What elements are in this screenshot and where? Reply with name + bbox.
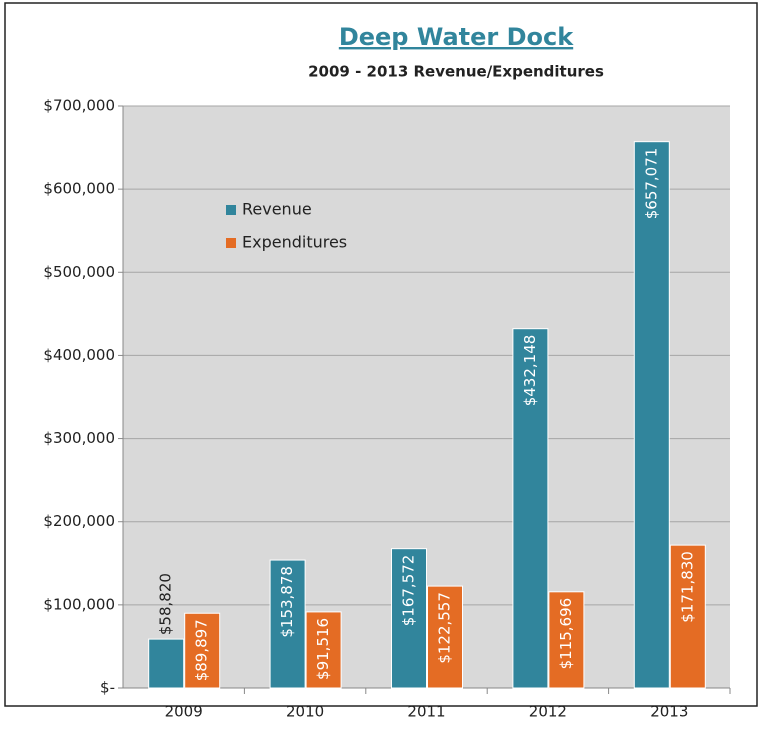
y-tick-label: $600,000: [43, 180, 115, 198]
bar: [512, 328, 549, 689]
data-label: $167,572: [400, 555, 418, 627]
data-label: $122,557: [436, 592, 454, 664]
y-tick-label: $400,000: [43, 346, 115, 364]
bar: [427, 585, 463, 689]
data-label: $89,897: [193, 619, 211, 681]
y-tick-label: $100,000: [43, 595, 115, 613]
x-tick-label: 2013: [650, 703, 688, 721]
bar: [305, 611, 342, 689]
bar: [269, 559, 306, 689]
data-label: $91,516: [314, 618, 332, 680]
y-tick-label: $700,000: [43, 97, 115, 115]
legend-swatch: [226, 238, 236, 248]
y-tick-label: $200,000: [43, 512, 115, 530]
bar: [669, 544, 706, 689]
data-label: $657,071: [642, 148, 660, 220]
data-label: $432,148: [521, 335, 539, 407]
x-tick-label: 2011: [407, 703, 445, 721]
bar: [548, 591, 585, 689]
bar: [391, 548, 427, 689]
y-tick-label: $500,000: [43, 263, 115, 281]
x-tick-label: 2012: [529, 703, 567, 721]
chart-title: Deep Water Dock: [339, 23, 574, 51]
legend-label: Expenditures: [242, 233, 347, 252]
chart-subtitle: 2009 - 2013 Revenue/Expenditures: [308, 63, 604, 81]
bar: [148, 638, 185, 689]
x-tick-label: 2010: [286, 703, 324, 721]
y-tick-label: $300,000: [43, 429, 115, 447]
x-tick-label: 2009: [165, 703, 203, 721]
legend-swatch: [226, 205, 236, 215]
data-label: $153,878: [278, 566, 296, 638]
y-tick-label: $-: [100, 679, 115, 697]
data-label: $58,820: [157, 573, 175, 635]
bar: [184, 612, 221, 689]
data-label: $171,830: [678, 551, 696, 623]
legend-label: Revenue: [242, 200, 312, 219]
data-label: $115,696: [557, 598, 575, 670]
bar: [633, 141, 670, 689]
